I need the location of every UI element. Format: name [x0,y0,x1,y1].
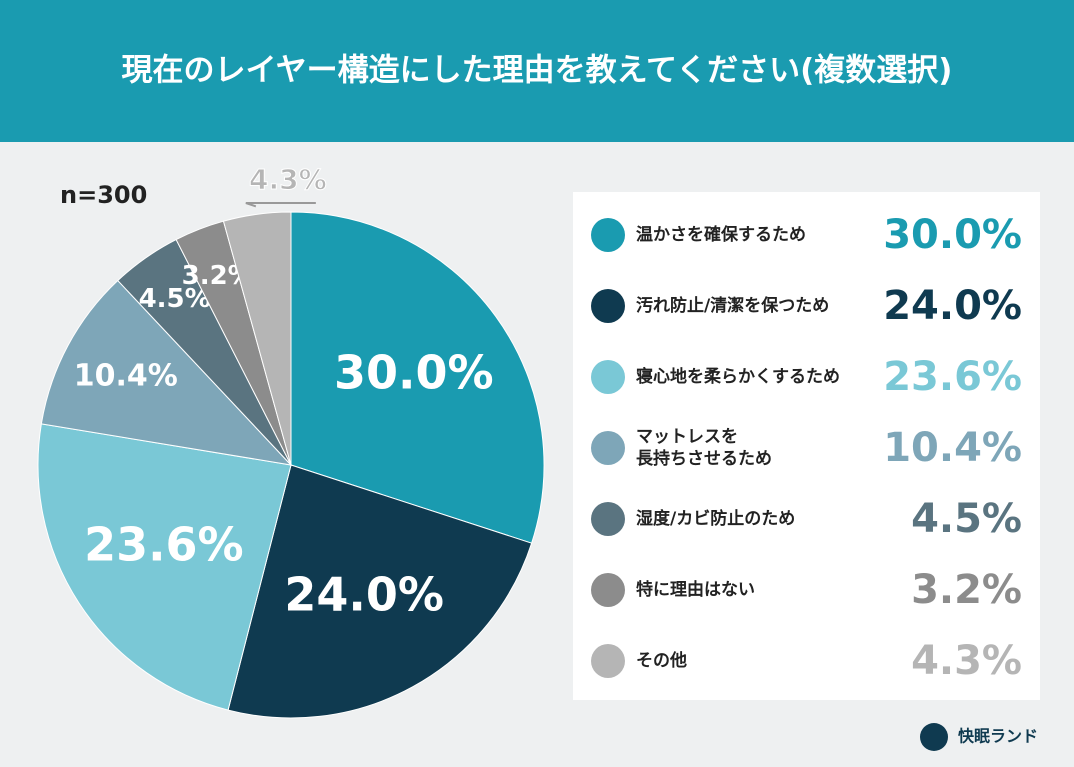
legend-value: 4.5% [911,496,1022,542]
brand-logo [920,723,948,751]
slice-label: 24.0% [284,568,444,622]
legend-swatch [591,644,625,678]
legend-swatch [591,360,625,394]
legend-swatch [591,218,625,252]
pie-slice [290,211,545,544]
leader-line [245,202,316,208]
legend-label: 寝心地を柔らかくするため [636,366,840,387]
legend-label: その他 [636,650,687,671]
legend-value: 10.4% [883,425,1022,471]
sample-size: n=300 [60,181,147,209]
legend-value: 24.0% [883,283,1022,329]
brand: 快眠ランド [958,727,1038,746]
legend-swatch [591,289,625,323]
legend-box [573,192,1040,700]
pie-slice [227,464,533,719]
slice-label: 23.6% [84,517,244,571]
legend-value: 3.2% [911,567,1022,613]
legend-value: 23.6% [883,354,1022,400]
legend-swatch [591,502,625,536]
chart-title: 現在のレイヤー構造にした理由を教えてください(複数選択) [122,53,953,89]
legend-label: 汚れ防止/清潔を保つため [636,295,829,316]
legend-label: 特に理由はない [636,579,755,600]
legend-label: 湿度/カビ防止のため [636,508,795,529]
legend-label: マットレスを長持ちさせるため [636,427,772,469]
slice-label: 4.5% [139,284,211,314]
pie-slice [40,279,293,466]
slice-label: 10.4% [74,358,178,393]
slice-label: 4.3% [249,163,327,196]
legend-value: 30.0% [883,212,1022,258]
legend-swatch [591,431,625,465]
slice-label: 30.0% [334,345,494,399]
legend-label: 温かさを確保するため [636,224,806,245]
legend-value: 4.3% [911,638,1022,684]
pie-slice [222,211,292,466]
header [0,0,1074,142]
pie-slice [37,423,292,711]
legend-swatch [591,573,625,607]
